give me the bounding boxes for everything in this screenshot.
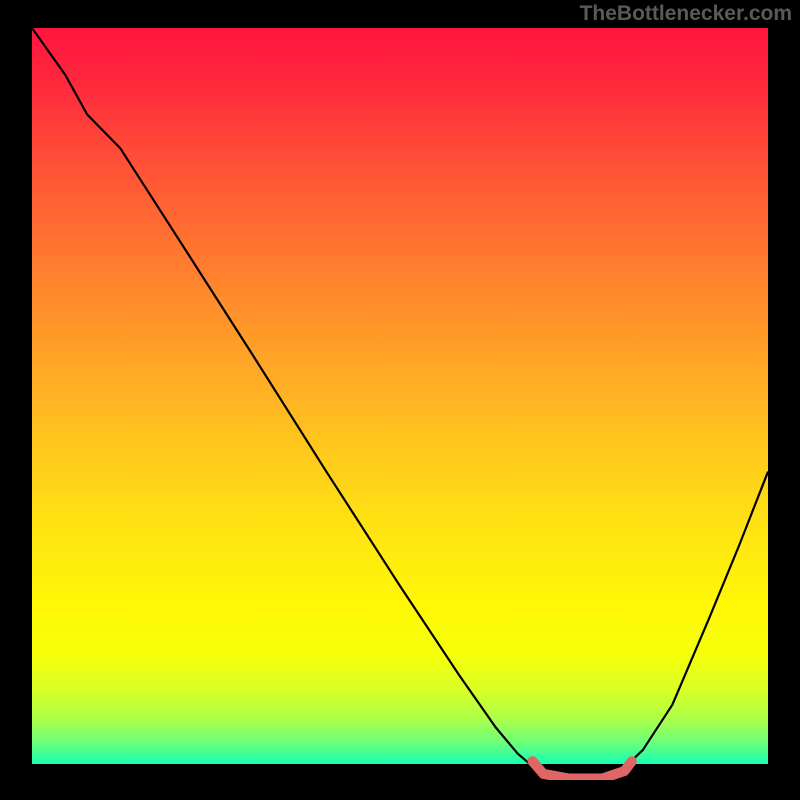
attribution-label: TheBottlenecker.com — [580, 2, 792, 26]
chart-container: TheBottlenecker.com — [0, 0, 800, 800]
optimal-range-marker — [532, 761, 631, 778]
plot-area — [32, 28, 768, 780]
curve-overlay — [32, 28, 768, 780]
bottleneck-curve — [32, 28, 768, 780]
